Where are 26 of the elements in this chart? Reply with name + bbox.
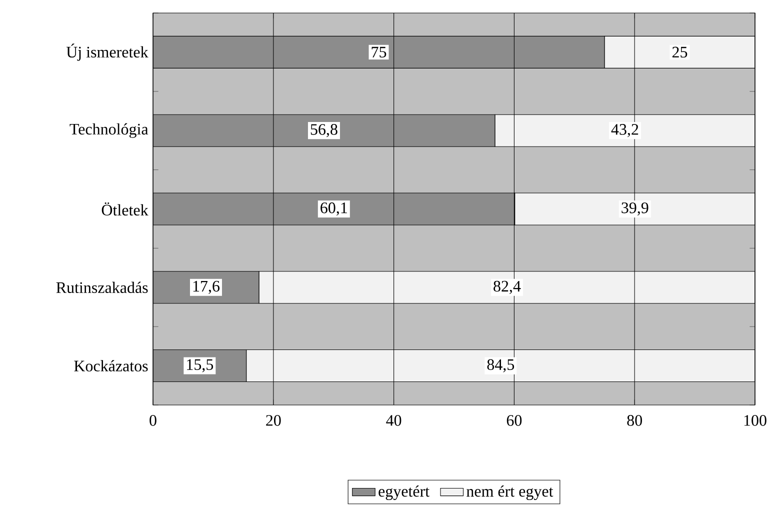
data-label: 15,5 <box>187 359 214 372</box>
data-label: 75 <box>372 46 386 58</box>
legend-label: egyetért <box>378 485 430 500</box>
data-label: 43,2 <box>611 124 638 138</box>
y-tick-label: Technológia <box>70 123 148 138</box>
data-label: 39,9 <box>622 202 648 216</box>
data-label: 17,6 <box>193 280 220 294</box>
x-tick-label: 20 <box>266 415 281 426</box>
x-tick-label: 0 <box>150 415 156 426</box>
x-tick-label: 100 <box>744 415 766 426</box>
legend-label: nem ért egyet <box>466 485 554 500</box>
data-label: 84,5 <box>487 359 514 372</box>
x-tick-label: 60 <box>506 415 522 426</box>
bar <box>153 192 516 226</box>
y-tick-label: Kockázatos <box>74 360 148 372</box>
y-tick-label: Rutinszakadás <box>56 282 148 294</box>
x-tick-label: 80 <box>627 415 642 426</box>
y-tick-label: Ötletek <box>102 202 148 216</box>
data-label: 25 <box>672 46 688 58</box>
y-tick-label: Új ismeretek <box>66 44 148 61</box>
bar <box>153 114 496 147</box>
bar <box>153 36 605 68</box>
data-label: 56,8 <box>310 124 338 138</box>
data-label: 82,4 <box>494 280 521 294</box>
data-label: 60,1 <box>320 202 347 216</box>
x-tick-label: 40 <box>386 415 402 426</box>
